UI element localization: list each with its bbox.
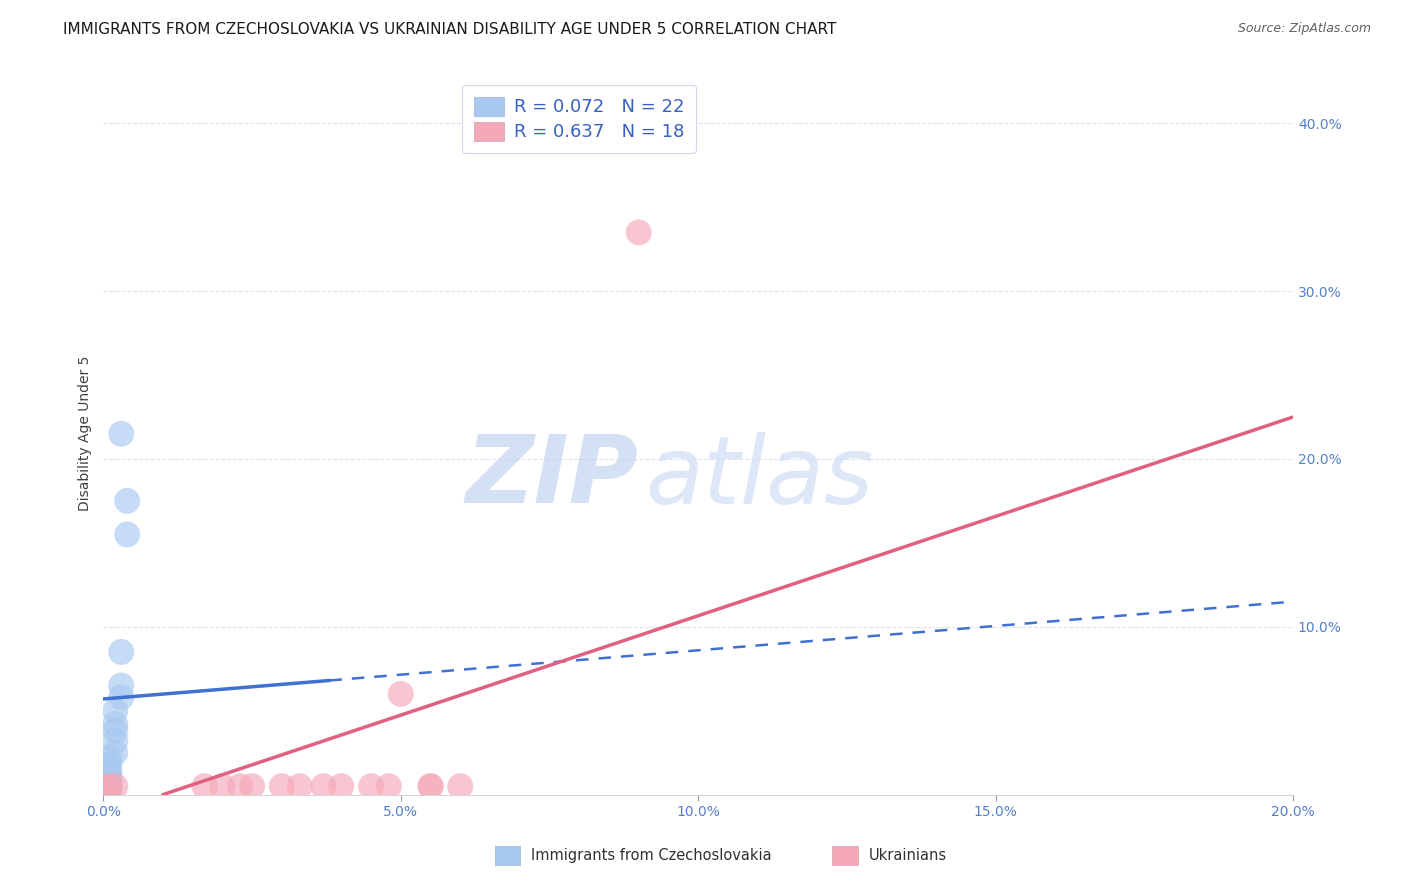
Point — [389, 687, 412, 701]
Point — [449, 779, 471, 793]
Point — [98, 779, 121, 793]
Point — [98, 757, 121, 772]
Point — [110, 645, 132, 659]
Point — [288, 779, 311, 793]
Point — [211, 779, 233, 793]
Point — [270, 779, 292, 793]
Point — [419, 779, 441, 793]
Y-axis label: Disability Age Under 5: Disability Age Under 5 — [79, 356, 93, 511]
Point — [104, 734, 127, 748]
Text: IMMIGRANTS FROM CZECHOSLOVAKIA VS UKRAINIAN DISABILITY AGE UNDER 5 CORRELATION C: IMMIGRANTS FROM CZECHOSLOVAKIA VS UKRAIN… — [63, 22, 837, 37]
Point — [98, 763, 121, 777]
Point — [98, 782, 121, 797]
Point — [98, 774, 121, 789]
Point — [98, 780, 121, 795]
Point — [330, 779, 353, 793]
Text: Source: ZipAtlas.com: Source: ZipAtlas.com — [1237, 22, 1371, 36]
Point — [378, 779, 401, 793]
Text: Immigrants from Czechoslovakia: Immigrants from Czechoslovakia — [531, 848, 772, 863]
Point — [98, 771, 121, 785]
Point — [229, 779, 252, 793]
Text: ZIP: ZIP — [465, 431, 638, 523]
Text: Ukrainians: Ukrainians — [869, 848, 948, 863]
Point — [115, 527, 138, 541]
Legend: R = 0.072   N = 22, R = 0.637   N = 18: R = 0.072 N = 22, R = 0.637 N = 18 — [463, 85, 696, 153]
Point — [110, 690, 132, 705]
Point — [240, 779, 263, 793]
Point — [98, 779, 121, 793]
Point — [98, 778, 121, 792]
Point — [104, 704, 127, 718]
Point — [98, 780, 121, 795]
Point — [360, 779, 382, 793]
Point — [98, 784, 121, 798]
Point — [115, 494, 138, 508]
Point — [104, 779, 127, 793]
Point — [627, 226, 650, 240]
Point — [110, 679, 132, 693]
Point — [98, 750, 121, 764]
Point — [110, 426, 132, 441]
Point — [419, 779, 441, 793]
Point — [104, 717, 127, 731]
Point — [193, 779, 215, 793]
Point — [104, 723, 127, 738]
Text: atlas: atlas — [645, 432, 873, 523]
Point — [98, 767, 121, 781]
Point — [104, 746, 127, 760]
Point — [312, 779, 335, 793]
